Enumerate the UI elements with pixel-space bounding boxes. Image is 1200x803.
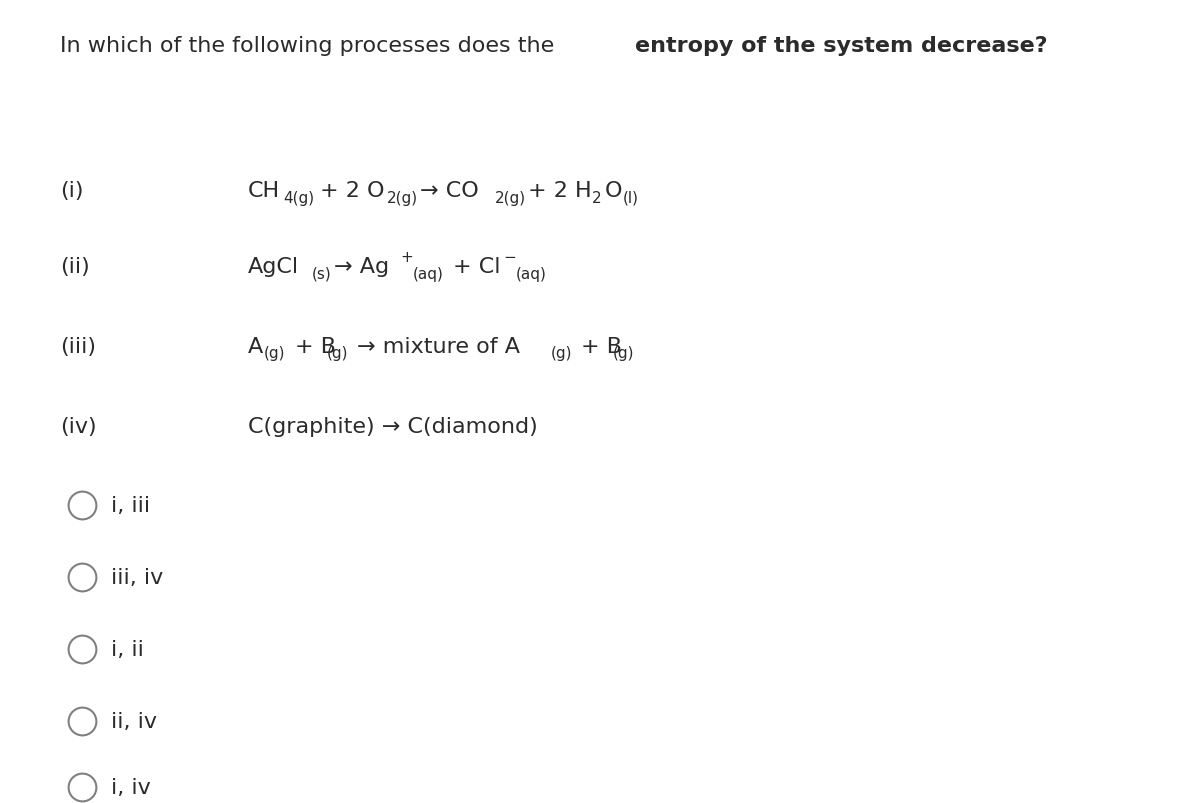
Text: C(graphite) → C(diamond): C(graphite) → C(diamond) (247, 416, 538, 436)
Text: (s): (s) (312, 267, 331, 281)
Text: (g): (g) (551, 346, 571, 361)
Text: O: O (605, 181, 622, 202)
Text: +: + (401, 250, 413, 265)
Text: + 2 O: + 2 O (319, 181, 384, 202)
Text: (aq): (aq) (516, 267, 546, 281)
Text: (iv): (iv) (60, 416, 97, 436)
Text: ii, iv: ii, iv (112, 711, 157, 731)
Text: A: A (247, 336, 263, 357)
Text: 2(g): 2(g) (386, 190, 418, 206)
Text: (i): (i) (60, 181, 84, 202)
Text: In which of the following processes does the: In which of the following processes does… (60, 36, 562, 56)
Text: (iii): (iii) (60, 336, 96, 357)
Text: i, iv: i, iv (112, 777, 151, 797)
Text: + B: + B (295, 336, 336, 357)
Text: → mixture of A: → mixture of A (358, 336, 521, 357)
Text: AgCl: AgCl (247, 257, 299, 277)
Text: i, iii: i, iii (112, 495, 150, 516)
Text: + B: + B (581, 336, 622, 357)
Text: → CO: → CO (420, 181, 479, 202)
Text: i, ii: i, ii (112, 639, 144, 659)
Text: iii, iv: iii, iv (112, 568, 163, 588)
Text: (l): (l) (623, 190, 638, 206)
Text: → Ag: → Ag (334, 257, 389, 277)
Text: (aq): (aq) (413, 267, 444, 281)
Text: CH: CH (247, 181, 280, 202)
Text: (g): (g) (326, 346, 348, 361)
Text: 2(g): 2(g) (494, 190, 526, 206)
Text: −: − (503, 250, 516, 265)
Text: + Cl: + Cl (454, 257, 500, 277)
Text: 2: 2 (592, 190, 601, 206)
Text: 4(g): 4(g) (283, 190, 314, 206)
Text: (g): (g) (264, 346, 286, 361)
Text: entropy of the system decrease?: entropy of the system decrease? (635, 36, 1048, 56)
Text: (ii): (ii) (60, 257, 90, 277)
Text: + 2 H: + 2 H (528, 181, 592, 202)
Text: (g): (g) (613, 346, 635, 361)
